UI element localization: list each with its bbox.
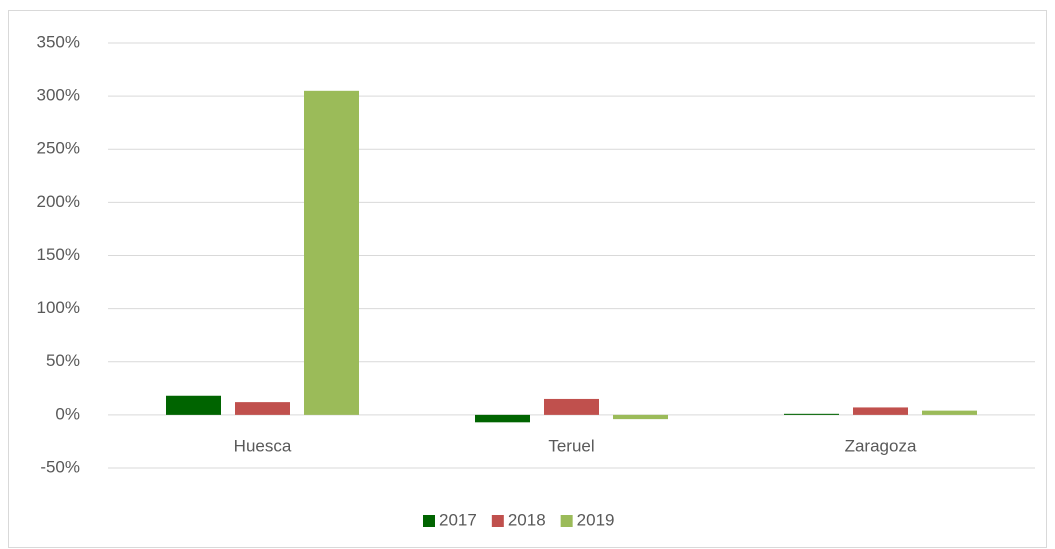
legend-label: 2018 <box>508 510 546 529</box>
legend-swatch <box>491 515 504 527</box>
y-tick-label: 0% <box>55 404 80 423</box>
bar <box>235 402 290 415</box>
legend-swatch <box>560 515 573 527</box>
chart-border <box>8 10 1047 548</box>
y-tick-label: -50% <box>40 457 80 476</box>
bar <box>853 407 908 415</box>
y-tick-label: 50% <box>46 351 80 370</box>
bar <box>784 413 839 415</box>
x-tick-label: Teruel <box>548 436 594 455</box>
y-tick-label: 100% <box>37 298 80 317</box>
bar <box>613 414 668 420</box>
y-tick-label: 200% <box>37 192 80 211</box>
legend-swatch <box>423 515 435 527</box>
y-tick-label: 250% <box>37 139 80 158</box>
bar <box>166 395 221 415</box>
x-tick-label: Huesca <box>234 436 292 455</box>
legend-label: 2019 <box>577 510 615 529</box>
legend-label: 2017 <box>439 510 477 529</box>
bar <box>304 90 359 415</box>
bar <box>475 414 530 423</box>
x-tick-label: Zaragoza <box>845 436 917 455</box>
y-tick-label: 350% <box>37 32 80 51</box>
bar <box>544 398 599 415</box>
y-tick-label: 300% <box>37 86 80 105</box>
y-tick-label: 150% <box>37 245 80 264</box>
bar <box>922 410 977 415</box>
